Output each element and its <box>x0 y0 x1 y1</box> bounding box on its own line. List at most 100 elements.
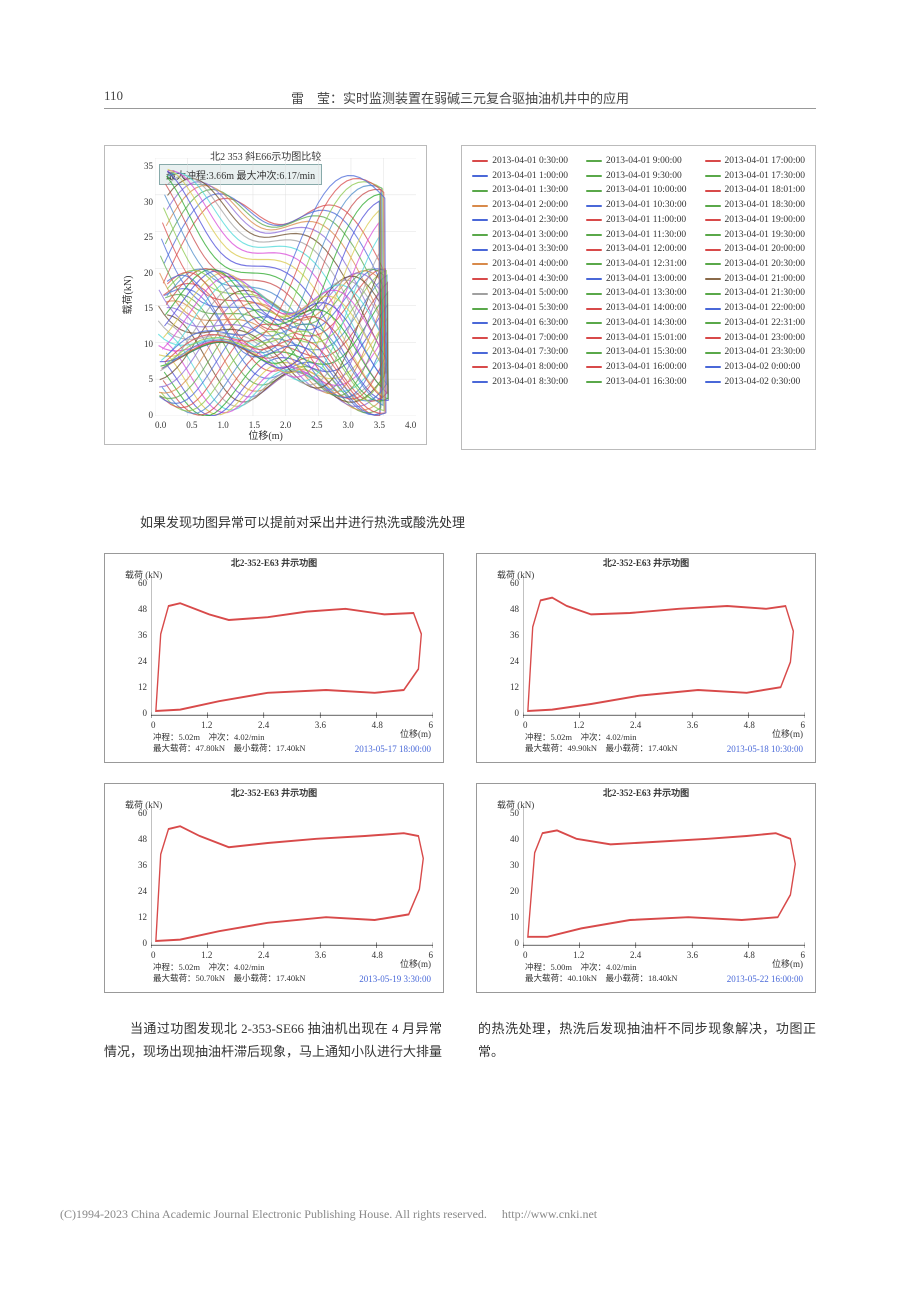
legend-dash-icon <box>472 160 488 162</box>
legend-dash-icon <box>586 366 602 368</box>
xtick: 0 <box>151 950 156 960</box>
legend-dash-icon <box>705 249 721 251</box>
ytick: 12 <box>501 682 519 692</box>
legend-dash-icon <box>586 352 602 354</box>
legend-item: 2013-04-01 12:31:00 <box>586 257 686 272</box>
legend-label: 2013-04-01 4:30:00 <box>492 272 568 287</box>
legend-label: 2013-04-01 9:00:00 <box>606 154 682 169</box>
ytick: 25 <box>135 233 153 242</box>
legend-label: 2013-04-01 23:30:00 <box>725 345 805 360</box>
main-chart-xlabel: 位移(m) <box>248 427 282 442</box>
ytick: 48 <box>129 604 147 614</box>
legend-dash-icon <box>586 322 602 324</box>
legend-label: 2013-04-01 14:30:00 <box>606 316 686 331</box>
header-title: 雷 莹：实时监测装置在弱碱三元复合驱抽油机井中的应用 <box>0 88 920 107</box>
xtick: 0.5 <box>186 420 197 430</box>
ytick: 48 <box>501 604 519 614</box>
small-chart-meta: 冲程：5.02m 冲次：4.02/min最大载荷：50.70kN 最小载荷：17… <box>153 962 306 984</box>
legend-item: 2013-04-01 10:30:00 <box>586 198 686 213</box>
small-chart-plot <box>151 578 433 718</box>
small-chart-yticks: 01224364860 <box>501 578 519 718</box>
legend-dash-icon <box>586 205 602 207</box>
small-chart-xlabel: 位移(m) <box>400 957 431 970</box>
xtick: 2.4 <box>258 950 269 960</box>
legend-col: 2013-04-01 17:00:002013-04-01 17:30:0020… <box>705 154 805 390</box>
ytick: 24 <box>129 656 147 666</box>
small-chart: 北2-352-E63 井示功图载荷 (kN)0122436486001.22.4… <box>476 553 816 763</box>
legend-label: 2013-04-01 11:00:00 <box>606 213 686 228</box>
legend-label: 2013-04-01 20:30:00 <box>725 257 805 272</box>
ytick: 50 <box>501 808 519 818</box>
legend-label: 2013-04-01 10:00:00 <box>606 183 686 198</box>
legend-label: 2013-04-01 18:30:00 <box>725 198 805 213</box>
legend-dash-icon <box>705 175 721 177</box>
legend-item: 2013-04-01 4:00:00 <box>472 257 568 272</box>
ytick: 30 <box>135 198 153 207</box>
legend-item: 2013-04-01 5:30:00 <box>472 301 568 316</box>
small-chart-meta: 冲程：5.02m 冲次：4.02/min最大载荷：49.90kN 最小载荷：17… <box>525 732 678 754</box>
legend-col: 2013-04-01 9:00:002013-04-01 9:30:002013… <box>586 154 686 390</box>
legend-label: 2013-04-01 7:00:00 <box>492 331 568 346</box>
ytick: 60 <box>129 578 147 588</box>
body-right: 的热洗处理，热洗后发现抽油杆不同步现象解决，功图正常。 <box>478 1018 816 1064</box>
meta-line: 冲程：5.00m 冲次：4.02/min <box>525 962 678 973</box>
legend-dash-icon <box>586 381 602 383</box>
page-number: 110 <box>104 88 123 104</box>
xtick: 1.0 <box>218 420 229 430</box>
legend-label: 2013-04-01 17:30:00 <box>725 169 805 184</box>
small-chart-xticks: 01.22.43.64.86 <box>523 720 805 730</box>
xtick: 4.8 <box>744 950 755 960</box>
xtick: 0.0 <box>155 420 166 430</box>
meta-line: 冲程：5.02m 冲次：4.02/min <box>525 732 678 743</box>
xtick: 2.5 <box>311 420 322 430</box>
ytick: 15 <box>135 304 153 313</box>
legend-dash-icon <box>472 278 488 280</box>
legend-dash-icon <box>586 278 602 280</box>
footer-link: http://www.cnki.net <box>502 1207 597 1221</box>
xtick: 1.2 <box>573 950 584 960</box>
small-chart-title: 北2-352-E63 井示功图 <box>231 786 317 799</box>
small-chart-timestamp: 2013-05-18 10:30:00 <box>727 744 803 754</box>
footer-text: (C)1994-2023 China Academic Journal Elec… <box>60 1207 487 1221</box>
ytick: 0 <box>135 411 153 420</box>
legend-item: 2013-04-01 11:00:00 <box>586 213 686 228</box>
legend-col: 2013-04-01 0:30:002013-04-01 1:00:002013… <box>472 154 568 390</box>
legend-item: 2013-04-01 7:30:00 <box>472 345 568 360</box>
small-chart-timestamp: 2013-05-19 3:30:00 <box>359 974 431 984</box>
legend-item: 2013-04-01 3:00:00 <box>472 228 568 243</box>
legend-dash-icon <box>705 205 721 207</box>
legend-label: 2013-04-01 10:30:00 <box>606 198 686 213</box>
legend-item: 2013-04-01 18:01:00 <box>705 183 805 198</box>
mid-caption: 如果发现功图异常可以提前对采出井进行热洗或酸洗处理 <box>140 512 465 531</box>
legend-dash-icon <box>586 234 602 236</box>
meta-line: 最大载荷：49.90kN 最小载荷：17.40kN <box>525 743 678 754</box>
legend-dash-icon <box>705 278 721 280</box>
legend-dash-icon <box>705 322 721 324</box>
legend-item: 2013-04-01 2:00:00 <box>472 198 568 213</box>
legend-dash-icon <box>472 175 488 177</box>
legend-label: 2013-04-01 5:00:00 <box>492 286 568 301</box>
legend-label: 2013-04-01 11:30:00 <box>606 228 686 243</box>
page-header: 110 雷 莹：实时监测装置在弱碱三元复合驱抽油机井中的应用 <box>0 88 920 107</box>
legend-item: 2013-04-01 8:00:00 <box>472 360 568 375</box>
legend-item: 2013-04-01 21:30:00 <box>705 286 805 301</box>
xtick: 3.6 <box>315 720 326 730</box>
legend-item: 2013-04-01 23:30:00 <box>705 345 805 360</box>
legend-label: 2013-04-01 13:00:00 <box>606 272 686 287</box>
legend-item: 2013-04-01 12:00:00 <box>586 242 686 257</box>
small-chart-xlabel: 位移(m) <box>772 727 803 740</box>
legend-item: 2013-04-01 19:30:00 <box>705 228 805 243</box>
legend-dash-icon <box>586 219 602 221</box>
xtick: 4.8 <box>372 950 383 960</box>
ytick: 5 <box>135 375 153 384</box>
legend-item: 2013-04-01 8:30:00 <box>472 375 568 390</box>
xtick: 4.0 <box>405 420 416 430</box>
legend-item: 2013-04-01 5:00:00 <box>472 286 568 301</box>
legend-item: 2013-04-01 22:31:00 <box>705 316 805 331</box>
main-chart: 北2 353 斜E66示功图比较 最大冲程:3.66m 最大冲次:6.17/mi… <box>104 145 427 445</box>
meta-line: 最大载荷：40.10kN 最小载荷：18.40kN <box>525 973 678 984</box>
legend-dash-icon <box>472 234 488 236</box>
legend-dash-icon <box>705 381 721 383</box>
legend-label: 2013-04-01 12:31:00 <box>606 257 686 272</box>
ytick: 36 <box>129 860 147 870</box>
